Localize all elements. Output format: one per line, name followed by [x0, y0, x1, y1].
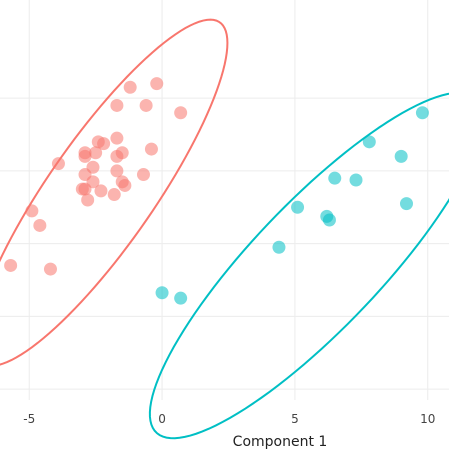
x-axis-title: Component 1: [233, 434, 328, 449]
data-point-series-1: [33, 218, 47, 232]
data-point-series-1: [25, 204, 39, 218]
data-point-series-2: [399, 197, 413, 211]
data-point-series-2: [174, 291, 188, 305]
data-point-series-2: [394, 149, 408, 163]
data-point-series-1: [150, 77, 164, 91]
data-point-series-1: [136, 168, 150, 182]
x-axis-ticks: -5 0 5 10: [23, 412, 435, 426]
data-point-series-1: [78, 182, 92, 196]
x-tick-label: -5: [23, 412, 35, 426]
data-point-series-2: [322, 213, 336, 227]
data-point-series-1: [43, 262, 57, 276]
data-point-series-1: [123, 80, 137, 94]
data-point-series-1: [94, 184, 108, 198]
data-point-series-2: [155, 286, 169, 300]
data-point-series-1: [144, 142, 158, 156]
confidence-ellipse-2: [148, 92, 449, 440]
data-point-series-1: [118, 178, 132, 192]
data-point-series-1: [110, 98, 124, 112]
data-point-series-2: [291, 200, 305, 214]
data-point-series-1: [4, 258, 18, 272]
grid-lines: [0, 0, 449, 400]
data-point-series-1: [107, 188, 121, 202]
data-point-series-1: [78, 149, 92, 163]
data-point-series-1: [110, 149, 124, 163]
confidence-ellipse-1: [0, 18, 229, 366]
data-point-series-2: [272, 240, 286, 254]
x-tick-label: 0: [158, 412, 166, 426]
data-point-series-1: [174, 106, 188, 120]
data-point-series-2: [415, 106, 429, 120]
data-point-series-2: [349, 173, 363, 187]
data-point-series-1: [97, 137, 111, 151]
data-point-series-2: [362, 135, 376, 149]
data-point-series-1: [89, 146, 103, 160]
x-tick-label: 10: [420, 412, 435, 426]
data-point-series-2: [328, 171, 342, 185]
x-tick-label: 5: [291, 412, 299, 426]
data-point-series-1: [110, 164, 124, 178]
data-point-series-1: [51, 157, 65, 171]
data-points: [4, 77, 429, 305]
data-point-series-1: [81, 193, 95, 207]
data-point-series-1: [139, 98, 153, 112]
confidence-ellipses: [0, 18, 449, 440]
data-point-series-1: [110, 131, 124, 145]
